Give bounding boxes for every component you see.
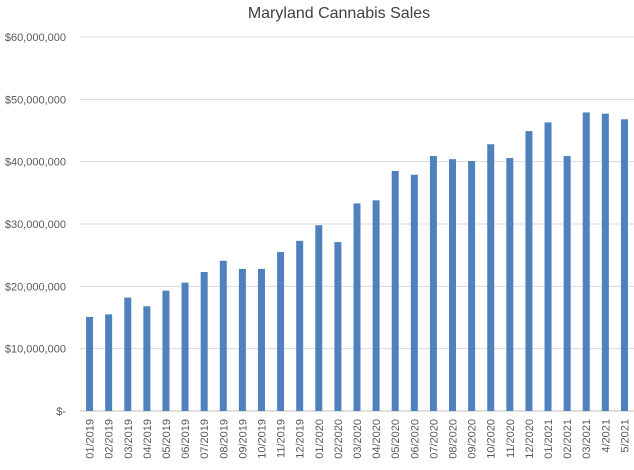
x-tick-label: 06/2020: [409, 419, 421, 459]
bar: [449, 159, 457, 411]
y-tick-label: $20,000,000: [5, 281, 66, 293]
y-tick-label: $50,000,000: [5, 94, 66, 106]
y-tick-label: $30,000,000: [5, 219, 66, 231]
x-tick-label: 11/2020: [505, 419, 517, 458]
bar: [468, 161, 476, 411]
x-tick-label: 08/2019: [218, 419, 230, 459]
bar: [544, 122, 552, 411]
bar: [372, 200, 380, 411]
bar: [429, 156, 437, 411]
y-tick-label: $10,000,000: [5, 344, 66, 356]
x-tick-label: 09/2020: [467, 419, 479, 459]
bar: [525, 131, 533, 411]
x-tick-label: 11/2019: [276, 419, 288, 458]
bar: [601, 113, 609, 412]
bar: [86, 316, 94, 411]
bar: [105, 314, 113, 411]
x-tick-label: 04/2020: [371, 419, 383, 459]
x-tick-label: 09/2019: [237, 419, 249, 459]
x-tick-label: 07/2019: [199, 419, 211, 459]
x-tick-label: 03/2019: [123, 419, 135, 459]
bar: [296, 240, 304, 411]
chart-title: Maryland Cannabis Sales: [248, 5, 430, 22]
x-axis-tick-labels: 01/2019 02/2019 03/2019 04/2019 05/2019 06/20…: [85, 419, 632, 459]
x-tick-label: 01/2019: [85, 419, 97, 459]
x-tick-label: 02/2020: [333, 419, 345, 459]
bar: [353, 203, 361, 411]
bar: [487, 144, 495, 412]
bar: [334, 242, 342, 411]
bar: [238, 268, 246, 411]
bar: [162, 290, 170, 411]
x-tick-label: 02/2019: [104, 419, 116, 459]
bar: [563, 156, 571, 411]
bar: [200, 271, 208, 411]
x-tick-label: 01/2020: [314, 419, 326, 459]
bar: [620, 119, 628, 411]
x-tick-label: 03/2020: [352, 419, 364, 459]
bar: [219, 260, 227, 411]
y-tick-label: $40,000,000: [5, 157, 66, 169]
x-tick-label: 12/2019: [295, 419, 307, 459]
x-tick-label: 10/2019: [256, 419, 268, 459]
bar: [410, 174, 418, 411]
x-tick-label: 08/2020: [448, 419, 460, 459]
x-tick-label: 02/2021: [562, 419, 574, 459]
bars: [86, 112, 628, 412]
x-tick-label: 04/2019: [142, 419, 154, 459]
x-tick-label: 12/2020: [524, 419, 536, 459]
x-tick-label: 03/2021: [581, 419, 593, 459]
y-tick-label: $60,000,000: [5, 32, 66, 44]
bar: [506, 157, 514, 411]
x-tick-label: 06/2019: [180, 419, 192, 459]
x-tick-label: 4/2021: [600, 419, 612, 453]
x-tick-label: 05/2019: [161, 419, 173, 459]
y-tick-label: $-: [56, 406, 66, 418]
bar: [391, 171, 399, 411]
y-axis-tick-labels: $- $10,000,000 $20,000,000 $30,000,000 $40,0…: [5, 32, 67, 418]
bar: [277, 252, 285, 411]
bar: [257, 268, 265, 411]
x-tick-label: 10/2020: [486, 419, 498, 459]
bar: [315, 225, 323, 411]
bar: [124, 297, 132, 411]
bar: [181, 282, 189, 411]
x-tick-label: 5/2021: [619, 419, 631, 453]
x-tick-label: 07/2020: [428, 419, 440, 459]
bar: [582, 112, 590, 411]
bar: [143, 306, 151, 411]
x-tick-label: 05/2020: [390, 419, 402, 459]
x-tick-label: 01/2021: [543, 419, 555, 459]
